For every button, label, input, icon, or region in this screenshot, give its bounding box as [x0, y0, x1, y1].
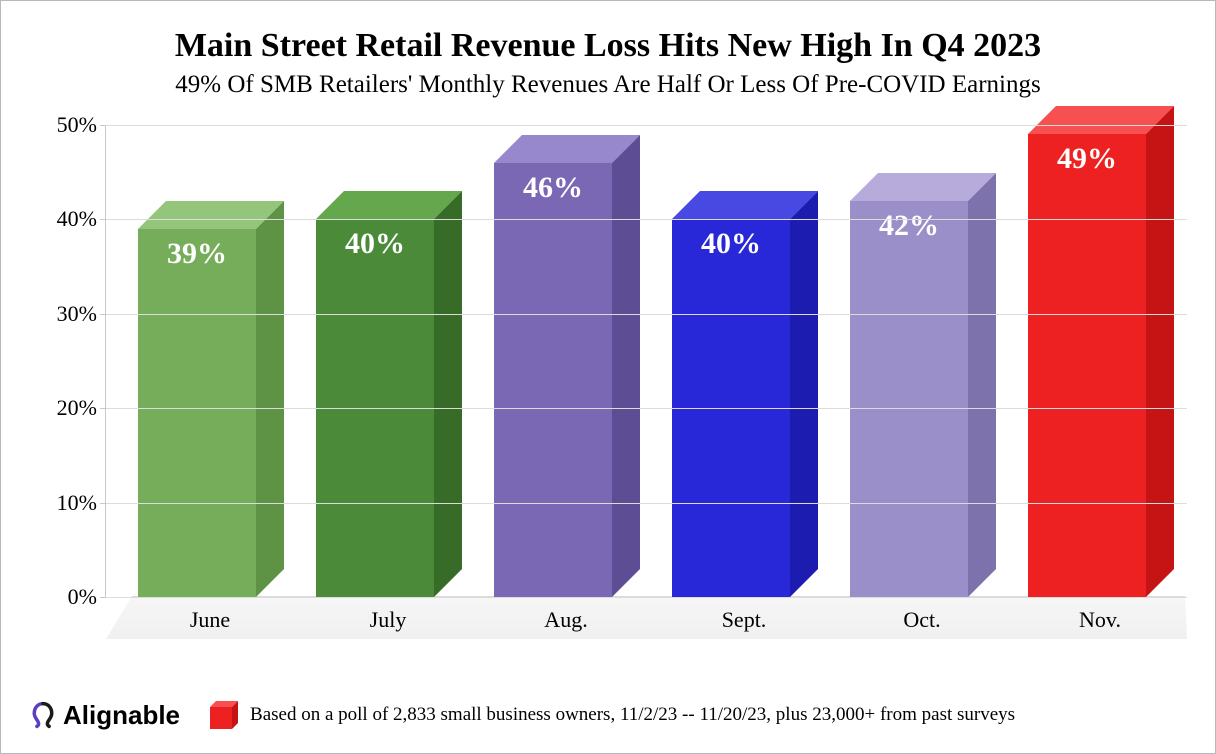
- bar-value-label: 49%: [1057, 142, 1117, 176]
- footer-caption: Based on a poll of 2,833 small business …: [250, 704, 1015, 726]
- legend-swatch: [210, 701, 238, 729]
- gridline: [106, 219, 1187, 220]
- chart-frame: Main Street Retail Revenue Loss Hits New…: [0, 0, 1216, 754]
- bar-value-label: 42%: [879, 209, 939, 243]
- bar-side-face: [968, 173, 996, 597]
- bar-front-face: [1028, 134, 1146, 597]
- y-tick-label: 20%: [57, 395, 97, 421]
- bar-side-face: [434, 191, 462, 597]
- x-tick-label: Sept.: [722, 607, 767, 633]
- brand-logo-text: Alignable: [63, 700, 180, 731]
- y-tick: [100, 597, 106, 598]
- y-tick: [100, 503, 106, 504]
- bar: 42%: [850, 173, 996, 597]
- chart-area: 0%10%20%30%40%50% 39%40%46%40%42%49% Jun…: [41, 125, 1187, 679]
- y-tick-label: 50%: [57, 112, 97, 138]
- gridline: [106, 597, 1187, 598]
- y-tick-label: 10%: [57, 490, 97, 516]
- brand-logo-icon: [29, 701, 57, 729]
- bar-value-label: 46%: [523, 171, 583, 205]
- x-axis-labels: June July Aug. Sept. Oct. Nov.: [105, 599, 1187, 637]
- y-tick: [100, 219, 106, 220]
- bar-side-face: [256, 201, 284, 597]
- plot-area: 39% 40% 46% 40% 42% 49%: [105, 125, 1187, 597]
- y-axis-labels: 0%10%20%30%40%50%: [41, 125, 105, 597]
- bar-side-face: [1146, 106, 1174, 597]
- bar-side-face: [612, 135, 640, 597]
- chart-title: Main Street Retail Revenue Loss Hits New…: [29, 27, 1187, 65]
- gridline: [106, 314, 1187, 315]
- bar: 46%: [494, 135, 640, 597]
- gridline: [106, 125, 1187, 126]
- y-tick-label: 30%: [57, 301, 97, 327]
- bar: 40%: [672, 191, 818, 597]
- bar-front-face: [494, 163, 612, 597]
- chart-subtitle: 49% Of SMB Retailers' Monthly Revenues A…: [29, 71, 1187, 99]
- bar: 49%: [1028, 106, 1174, 597]
- x-tick-label: Nov.: [1079, 607, 1121, 633]
- bar-value-label: 40%: [345, 227, 405, 261]
- gridline: [106, 408, 1187, 409]
- y-tick: [100, 125, 106, 126]
- x-tick-label: Aug.: [544, 607, 587, 633]
- bar: 39%: [138, 201, 284, 597]
- y-tick-label: 0%: [68, 584, 97, 610]
- x-tick-label: Oct.: [903, 607, 940, 633]
- y-tick: [100, 314, 106, 315]
- chart-footer: Alignable Based on a poll of 2,833 small…: [29, 695, 1187, 735]
- gridline: [106, 503, 1187, 504]
- bar: 40%: [316, 191, 462, 597]
- bar-value-label: 40%: [701, 227, 761, 261]
- brand-logo: Alignable: [29, 700, 180, 731]
- y-tick: [100, 408, 106, 409]
- y-tick-label: 40%: [57, 206, 97, 232]
- bar-front-face: [138, 229, 256, 597]
- bars-container: 39% 40% 46% 40% 42% 49%: [106, 125, 1187, 597]
- bar-front-face: [850, 201, 968, 597]
- bar-side-face: [790, 191, 818, 597]
- x-tick-label: July: [370, 607, 407, 633]
- x-tick-label: June: [190, 607, 230, 633]
- bar-value-label: 39%: [167, 237, 227, 271]
